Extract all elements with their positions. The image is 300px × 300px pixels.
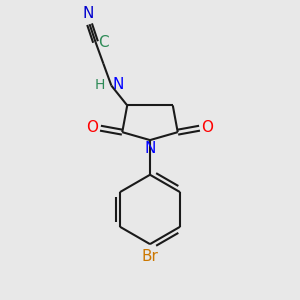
Text: O: O xyxy=(202,120,214,135)
Text: O: O xyxy=(86,120,98,135)
Text: H: H xyxy=(95,78,105,92)
Text: N: N xyxy=(112,77,124,92)
Text: N: N xyxy=(83,6,94,21)
Text: Br: Br xyxy=(142,249,158,264)
Text: C: C xyxy=(98,34,109,50)
Text: N: N xyxy=(144,141,156,156)
